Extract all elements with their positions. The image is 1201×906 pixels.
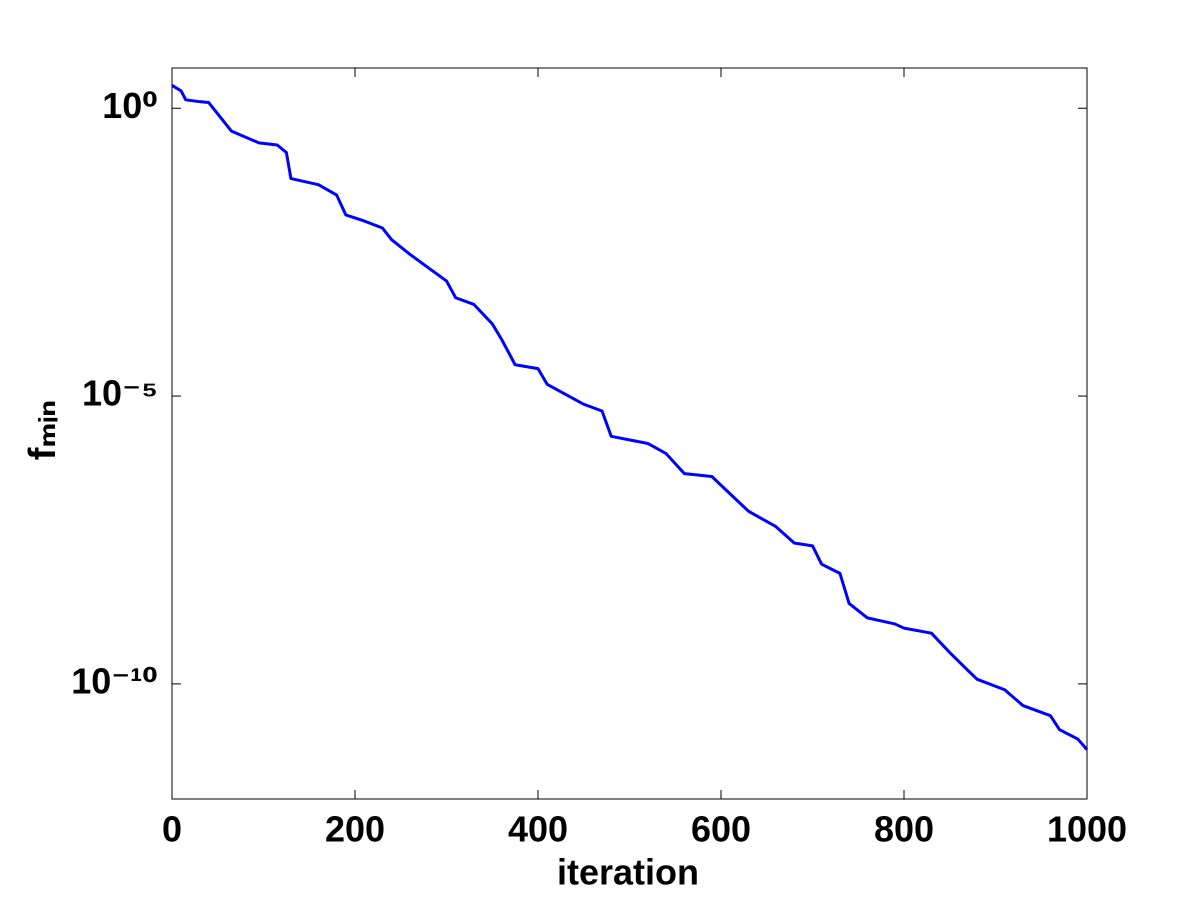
x-tick-label: 200 [325,809,385,850]
x-tick-label: 1000 [1047,809,1127,850]
x-tick-label: 600 [691,809,751,850]
y-axis-label: fₘᵢₙ [22,400,64,461]
y-tick-label: 10⁻⁵ [82,373,158,414]
data-line [171,84,1089,751]
x-tick-label: 0 [162,809,182,850]
y-tick-label: 10⁰ [102,85,158,126]
plot-area [171,67,1088,800]
x-tick-label: 400 [508,809,568,850]
x-tick-label: 800 [874,809,934,850]
x-axis-label: iteration [557,852,699,893]
y-tick-label: 10⁻¹⁰ [71,660,158,701]
